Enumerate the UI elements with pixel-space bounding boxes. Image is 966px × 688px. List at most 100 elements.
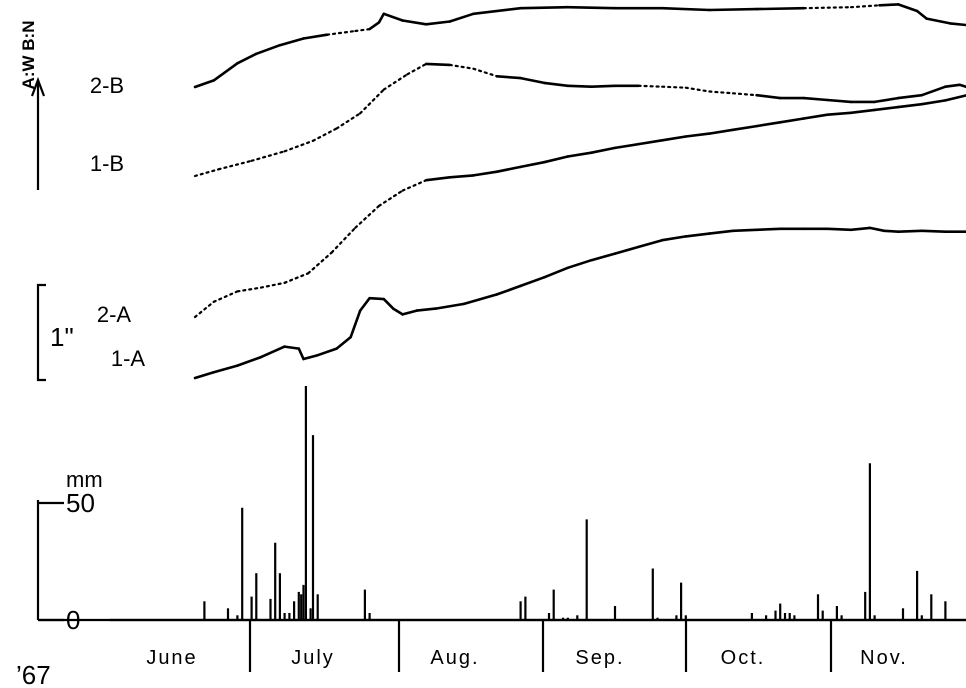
tilt-curve-1-a-segment [259, 345, 286, 359]
tilt-curve-1-b-segment [944, 83, 961, 88]
tilt-curve-1-b-segment [217, 159, 253, 171]
tilt-curve-2-b-segment [519, 5, 570, 10]
tilt-curve-2-b-segment [193, 79, 216, 89]
tilt-curve-1-b-segment [424, 62, 452, 67]
tilt-curve-1-b-segment [382, 73, 409, 91]
tilt-curve-1-a-segment [708, 229, 735, 235]
tilt-curve-1-a-segment [401, 309, 419, 316]
tilt-curve-1-b-segment [472, 67, 499, 78]
tilt-curve-2-b-segment [212, 62, 239, 82]
tilt-curve-1-b-segment [708, 90, 735, 95]
tilt-curve-1-a-segment [434, 302, 466, 310]
tilt-curve-2-a-segment [613, 142, 640, 150]
rain-unit-label: mm [66, 467, 103, 492]
tilt-curve-2-a-segment [259, 281, 286, 289]
tilt-curve-1-b-segment [406, 62, 428, 76]
tilt-curve-1-a-segment [462, 293, 499, 306]
tilt-curve-1-a-segment [590, 252, 617, 262]
tilt-curve-2-b-segment [708, 7, 758, 12]
tilt-curve-2-b-segment [878, 3, 900, 7]
tilt-curve-2-a-segment [401, 179, 428, 192]
tilt-curve-2-b-segment [948, 22, 966, 27]
tilt-curves [193, 3, 966, 380]
month-label-oct: Oct. [721, 647, 766, 669]
tilt-curve-1-b-segment [920, 85, 947, 97]
tilt-curve-2-b-segment [302, 33, 329, 40]
tilt-curve-1-a-segment [868, 226, 886, 233]
tilt-curve-1-b-segment [590, 84, 617, 88]
tilt-curve-2-a-segment [236, 286, 263, 293]
tilt-curve-2-b-segment [368, 21, 381, 31]
tilt-curve-1-a-segment [495, 284, 522, 296]
tilt-curve-1-b-segment [542, 81, 570, 88]
tilt-curve-2-a-segment [193, 300, 215, 319]
tilt-curve-2-b-segment [377, 12, 386, 24]
tilt-curve-1-a-segment [755, 227, 782, 232]
tilt-curve-1-b-segment [335, 112, 362, 130]
tilt-curve-2-a-segment [519, 160, 546, 169]
tilt-curve-1-b-segment [637, 84, 664, 88]
month-label-nov: Nov. [860, 647, 908, 669]
rain-ticks: 050 [38, 488, 95, 635]
tilt-curve-1-a-segment [382, 297, 395, 310]
tilt-curve-2-b-segment [802, 6, 853, 10]
tilt-curve-1-b-segment [755, 93, 782, 100]
orientation-label: A:W B:N [19, 21, 38, 90]
tilt-series-label-1-a: 1-A [111, 346, 146, 371]
tilt-curve-2-a-segment [873, 105, 900, 112]
tilt-curve-2-a-segment [826, 111, 853, 116]
tilt-curve-1-b-segment [359, 88, 385, 115]
tilt-curve-1-a-segment [316, 347, 338, 357]
tilt-curve-2-a-segment [448, 174, 475, 179]
tilt-curve-2-b-segment [278, 37, 305, 47]
tilt-curve-2-a-segment [637, 139, 664, 146]
tilt-curve-2-b-segment [472, 6, 522, 16]
tilt-curve-2-a-segment [354, 204, 381, 229]
tilt-curve-1-b-segment [873, 96, 900, 104]
tilt-curve-1-a-segment [613, 245, 640, 255]
tilt-curve-1-a-segment [920, 229, 947, 233]
tilt-curve-2-b-segment [326, 29, 357, 36]
tilt-curve-1-b-segment [519, 76, 546, 85]
tilt-curve-1-a-segment [542, 266, 570, 279]
tilt-curve-1-a-segment [566, 258, 593, 270]
tilt-curve-1-a-segment [368, 296, 386, 301]
tilt-curve-1-b-segment [802, 96, 829, 102]
tilt-series-label-1-b: 1-B [90, 151, 124, 176]
tilt-curve-2-b-segment [925, 17, 952, 25]
tilt-curve-2-b-segment [354, 28, 371, 33]
tilt-series-labels: 2-B 1-B 2-A 1-A [90, 73, 146, 371]
tilt-curve-2-a-segment [708, 128, 735, 135]
tilt-curve-2-a-segment [590, 146, 617, 154]
tilt-curve-1-b-segment [495, 75, 522, 80]
rainfall-bars [203, 386, 947, 620]
month-axis: June July Aug. Sep. Oct. Nov. [146, 620, 908, 672]
tilt-curve-2-a-segment [307, 251, 333, 275]
year-label: ’67 [16, 660, 51, 688]
tilt-curve-1-b-segment [731, 92, 758, 97]
month-label-june: June [146, 647, 197, 669]
tilt-curve-2-a-segment [472, 170, 499, 177]
tilt-curve-2-a-segment [755, 121, 782, 128]
tilt-curve-1-a-segment [731, 228, 758, 233]
tilt-curve-2-a-segment [495, 165, 522, 173]
tilt-curve-1-b-segment [311, 127, 338, 142]
tilt-curve-2-b-segment [660, 6, 711, 12]
tilt-curve-1-a-segment [335, 335, 352, 350]
tilt-curve-2-a-segment [778, 117, 806, 124]
tilt-curve-2-a-segment [920, 99, 947, 106]
tilt-curve-1-b-segment [283, 139, 315, 153]
tilt-series-label-2-b: 2-B [90, 73, 124, 98]
tilt-curve-2-a-segment [566, 151, 593, 158]
tilt-curve-2-a-segment [424, 176, 452, 182]
tilt-curve-2-b-segment [236, 52, 258, 65]
tilt-curve-2-a-segment [330, 226, 357, 254]
displacement-scale-label: 1" [50, 322, 74, 352]
tilt-curve-2-b-segment [849, 4, 881, 9]
tilt-curve-2-a-segment [377, 189, 404, 207]
tilt-curve-1-a-segment [684, 232, 711, 238]
tilt-curve-2-b-segment [896, 3, 919, 13]
tilt-curve-2-a-segment [684, 132, 711, 138]
tilt-curve-2-a-segment [731, 124, 758, 132]
